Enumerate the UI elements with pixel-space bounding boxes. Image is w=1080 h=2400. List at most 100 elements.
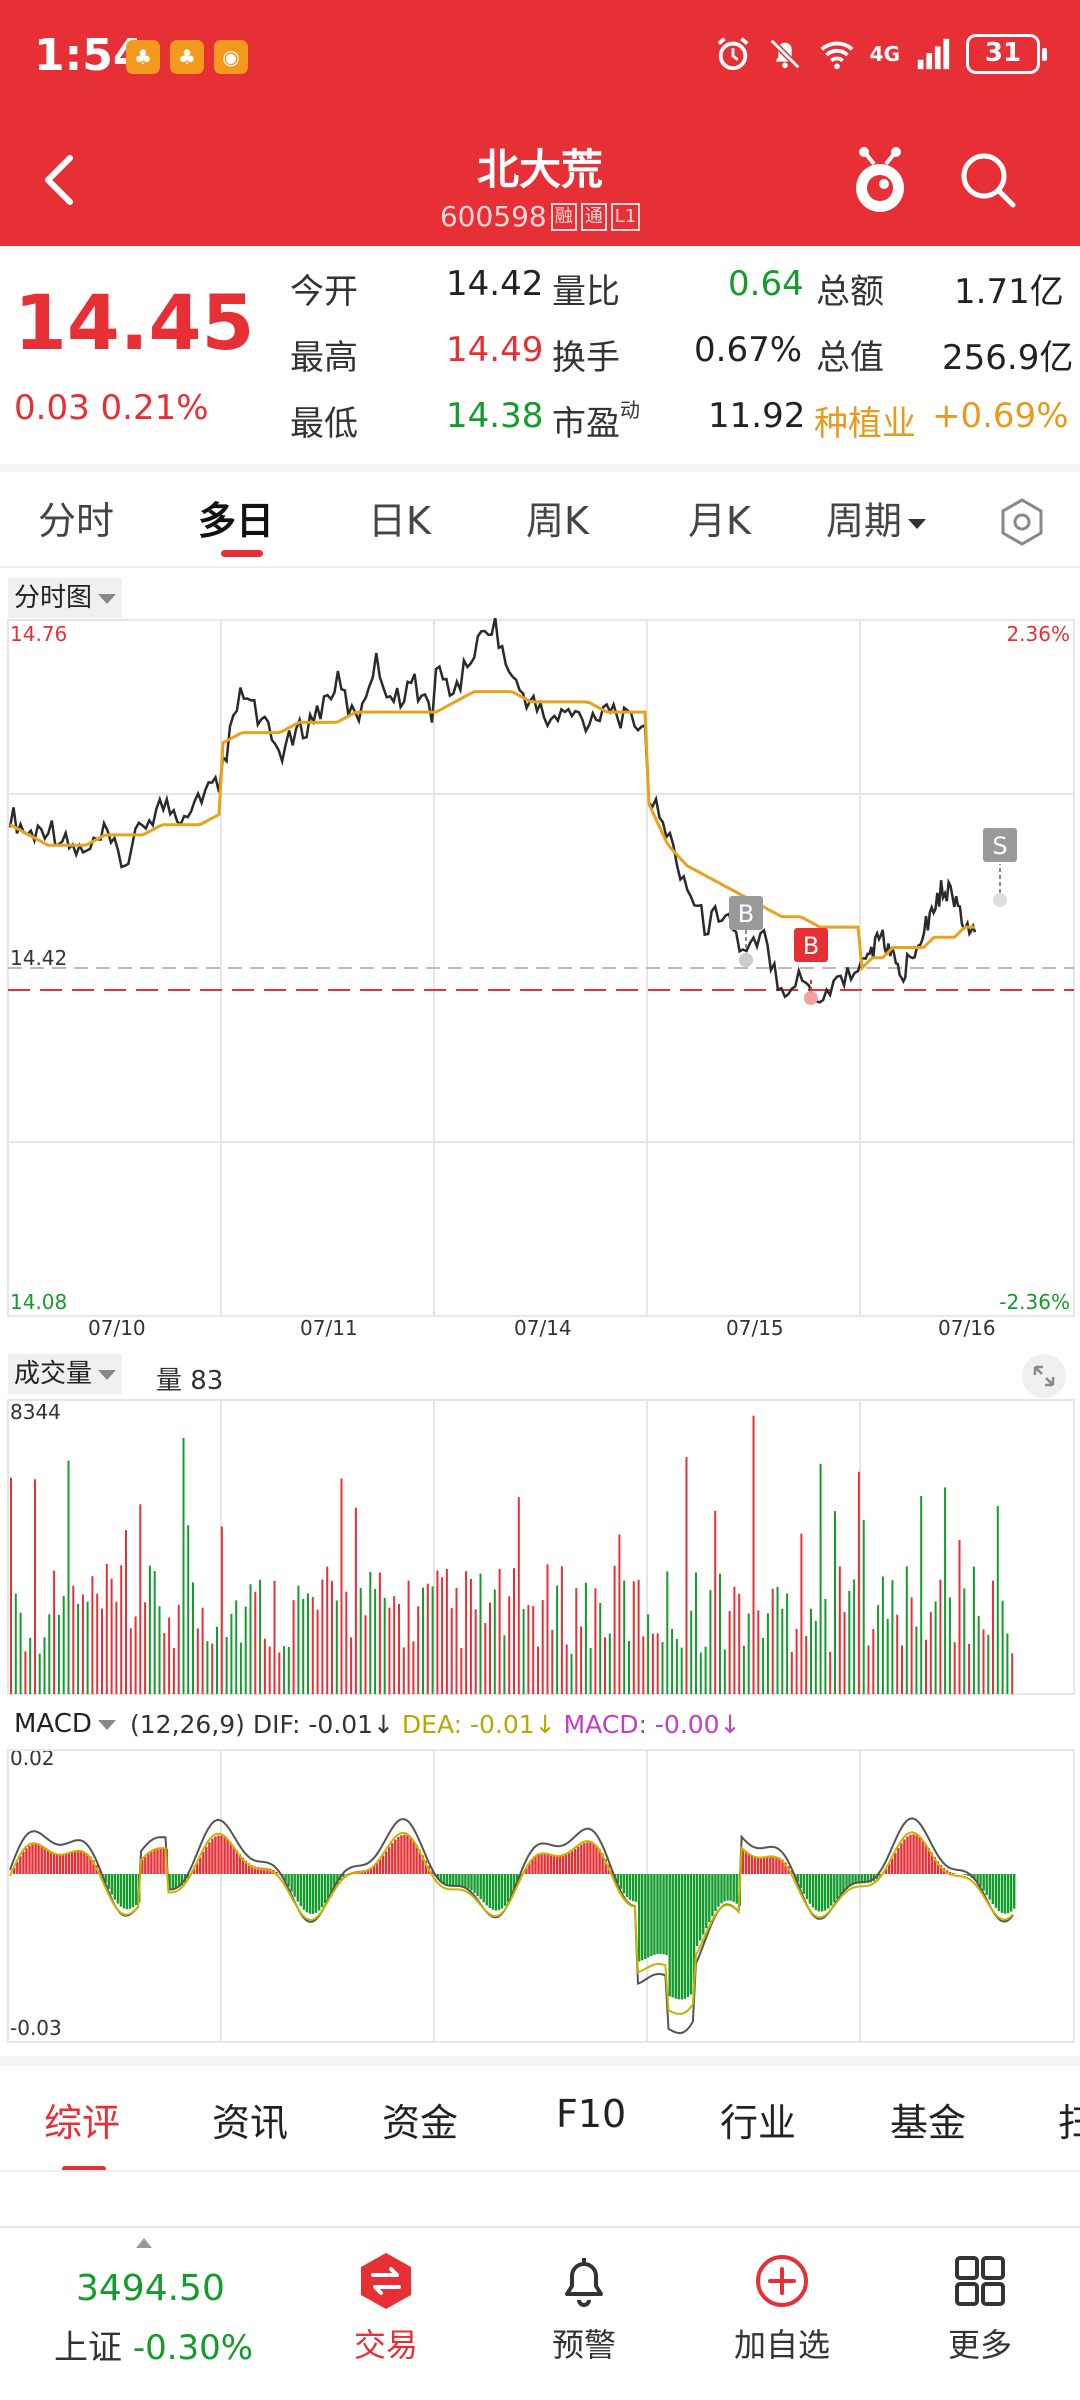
volume-bar	[196, 1628, 199, 1694]
volume-bar	[206, 1641, 209, 1694]
volume-bar	[647, 1614, 650, 1694]
macd-bar	[692, 1874, 696, 1991]
section-divider	[0, 2056, 1080, 2066]
macd-bar	[717, 1874, 720, 1907]
price-series-line	[8, 618, 977, 1004]
volume-bar	[201, 1607, 204, 1694]
volume-bar	[105, 1564, 108, 1694]
tab-monthly-k[interactable]: 月K	[688, 499, 751, 543]
quote-panel: 14.45 0.03 0.21% 今开 14.42 量比 0.64 总额 1.7…	[0, 246, 1080, 464]
tab-more-overflow[interactable]: 扫	[1058, 2101, 1080, 2145]
tab-funds[interactable]: 基金	[890, 2101, 967, 2145]
macd-bar	[299, 1874, 302, 1907]
nav-more[interactable]: 更多	[900, 2250, 1060, 2366]
macd-bar	[747, 1853, 751, 1874]
back-icon[interactable]	[36, 150, 86, 210]
macd-bar	[680, 1874, 684, 2000]
macd-bar	[546, 1853, 549, 1874]
volume-chart-selector[interactable]: 成交量	[8, 1354, 123, 1394]
volume-bar	[120, 1565, 123, 1694]
volume-bar	[388, 1607, 391, 1694]
macd-chart	[7, 1749, 1075, 2043]
macd-bar	[253, 1866, 257, 1874]
volume-bar	[225, 1637, 228, 1694]
macd-bar	[766, 1856, 769, 1874]
volume-bar	[10, 1477, 12, 1694]
macd-bar	[403, 1834, 406, 1874]
macd-bar	[147, 1854, 150, 1874]
tab-period-dropdown[interactable]: 周期	[826, 490, 927, 545]
sell-marker[interactable]: S	[983, 828, 1017, 907]
macd-bar	[449, 1874, 452, 1886]
date-label: 07/16	[938, 1316, 996, 1340]
volume-bar	[901, 1645, 903, 1694]
pe-label: 市盈动	[552, 396, 640, 445]
macd-bar	[689, 1874, 693, 1995]
macd-bar	[598, 1849, 601, 1874]
macd-bar	[1003, 1874, 1007, 1914]
volume-bar	[148, 1565, 151, 1694]
macd-bar	[122, 1874, 126, 1909]
mascot-icon[interactable]	[848, 144, 912, 216]
expand-icon[interactable]	[1020, 1352, 1068, 1400]
volume-bar	[43, 1637, 46, 1694]
buy-marker-label: B	[803, 932, 819, 960]
macd-bar	[586, 1842, 589, 1874]
nav-add-watchlist[interactable]: 加自选	[702, 2250, 862, 2366]
volume-bar	[685, 1457, 688, 1694]
macd-bar	[494, 1874, 498, 1911]
macd-bar	[458, 1874, 461, 1887]
volume-bar	[182, 1438, 185, 1694]
volume-bar	[805, 1636, 808, 1694]
volume-bar	[613, 1565, 616, 1694]
tab-multi-day[interactable]: 多日	[198, 499, 275, 543]
tab-capital-flow[interactable]: 资金	[382, 2101, 459, 2145]
intraday-chart-selector[interactable]: 分时图	[8, 578, 123, 618]
tab-daily-k[interactable]: 日K	[368, 499, 431, 543]
volume-bar	[570, 1653, 573, 1694]
nav-alert[interactable]: 预警	[504, 2250, 664, 2366]
macd-bar	[497, 1874, 501, 1911]
macd-bar	[424, 1860, 427, 1874]
tab-weekly-k[interactable]: 周K	[526, 499, 589, 543]
macd-bar	[622, 1874, 626, 1894]
macd-chart-selector[interactable]: MACD	[8, 1704, 122, 1744]
macd-bar	[519, 1874, 522, 1880]
macd-bar	[388, 1847, 391, 1874]
volume-bar	[733, 1586, 736, 1694]
search-icon[interactable]	[958, 150, 1018, 210]
price-chart[interactable]: B B S	[0, 618, 1080, 1318]
macd-bar	[13, 1867, 16, 1874]
macd-bar	[638, 1874, 641, 1962]
tab-overview[interactable]: 综评	[44, 2101, 121, 2145]
macd-bar	[845, 1874, 848, 1889]
volume-bar	[762, 1638, 765, 1694]
macd-bar	[540, 1853, 543, 1874]
volume-bar	[474, 1609, 477, 1694]
volume-bar	[920, 1496, 923, 1694]
tab-news[interactable]: 资讯	[212, 2101, 289, 2145]
buy-marker-2[interactable]: B	[794, 928, 828, 1005]
macd-bar	[293, 1874, 296, 1897]
nav-trade[interactable]: 交易	[306, 2250, 466, 2366]
high-value: 14.49	[446, 330, 544, 370]
macd-bar	[884, 1868, 888, 1874]
tab-industry[interactable]: 行业	[720, 2101, 797, 2145]
macd-bar	[46, 1849, 49, 1874]
macd-bar	[119, 1874, 123, 1907]
macd-bar	[699, 1874, 702, 1941]
macd-bottom-label: -0.03	[10, 2016, 62, 2040]
macd-value: MACD: -0.00↓	[563, 1710, 741, 1739]
macd-bar	[168, 1874, 171, 1889]
tab-intraday[interactable]: 分时	[38, 499, 115, 543]
macd-bar	[305, 1874, 309, 1913]
tab-f10[interactable]: F10	[556, 2092, 627, 2136]
buy-marker-1[interactable]: B	[729, 896, 763, 967]
volume-bar	[383, 1597, 386, 1694]
volume-bar	[537, 1646, 539, 1694]
sector-link[interactable]: 种植业	[814, 404, 916, 444]
volume-bar	[412, 1641, 415, 1694]
macd-bar	[55, 1854, 59, 1874]
mute-bell-icon	[769, 38, 800, 70]
settings-hexagon-icon[interactable]	[994, 494, 1050, 550]
